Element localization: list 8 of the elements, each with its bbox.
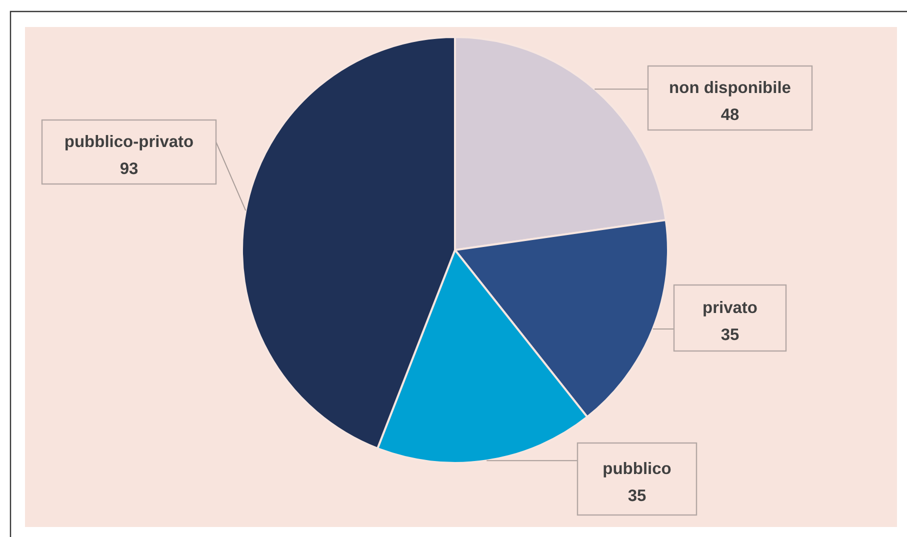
- data-label: 35: [720, 326, 740, 344]
- slice-label: privato: [702, 299, 758, 317]
- slice-label: pubblico-privato: [64, 133, 194, 151]
- slice-label: non disponibile: [669, 79, 791, 97]
- slice-label: pubblico: [602, 460, 672, 478]
- data-label: 48: [720, 106, 740, 124]
- data-label: 93: [120, 160, 138, 178]
- data-label: 35: [628, 487, 646, 505]
